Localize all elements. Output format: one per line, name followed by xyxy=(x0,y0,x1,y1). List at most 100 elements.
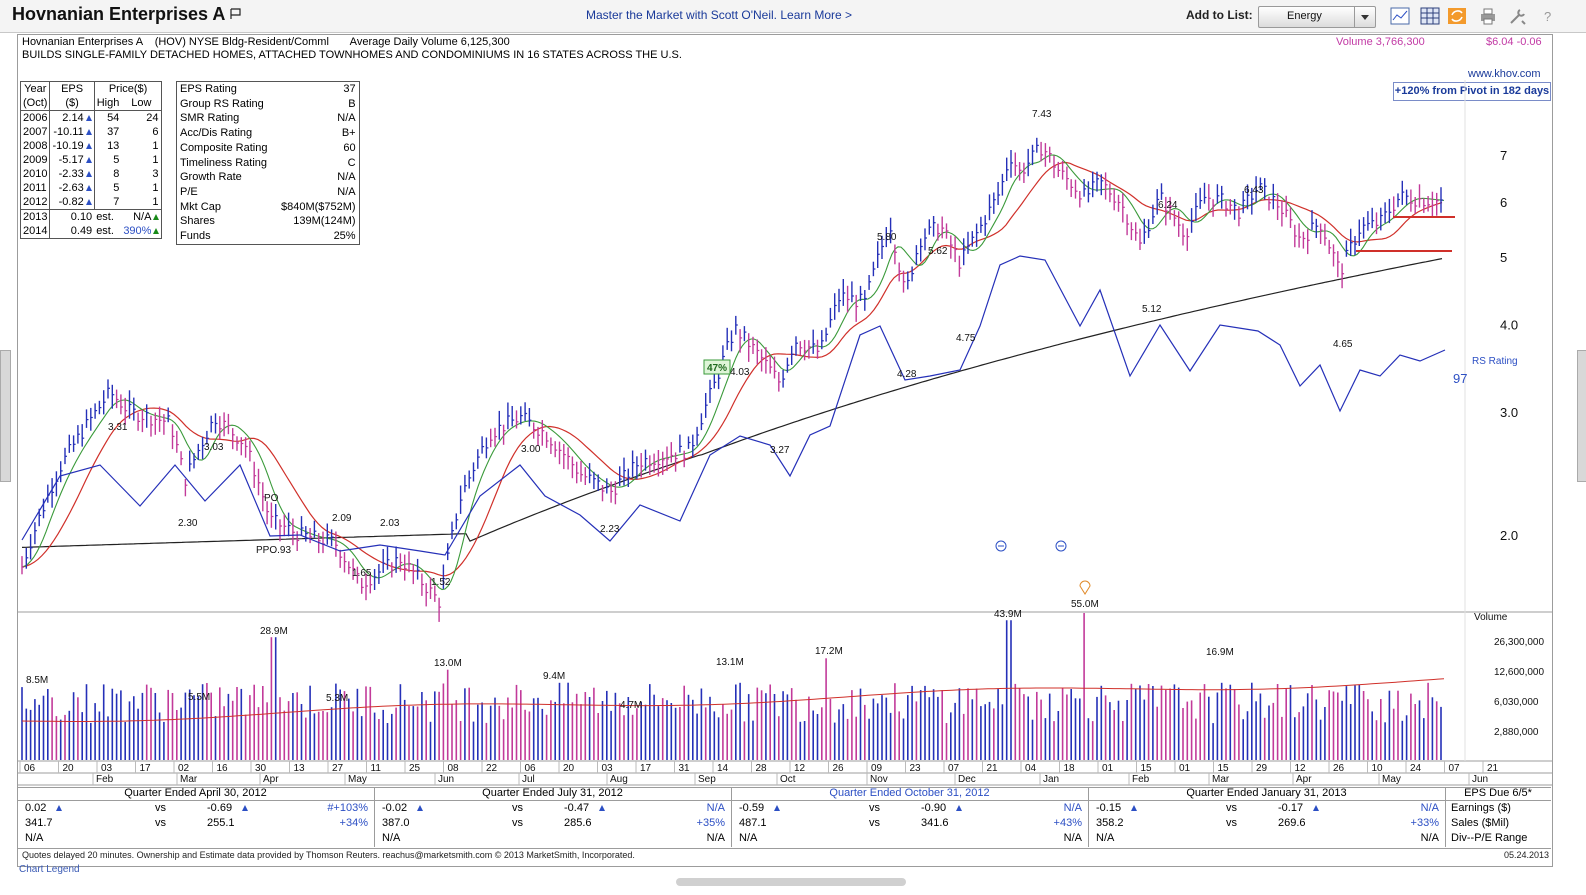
rating-label: Composite Rating xyxy=(180,141,268,154)
left-panel-handle[interactable] xyxy=(0,350,11,482)
x-month-tick: Feb xyxy=(1132,774,1150,785)
eps-row: 2012 -0.82 7 1 xyxy=(21,195,162,210)
eps-value: -10.19 xyxy=(52,140,84,152)
rs-badge-box xyxy=(703,359,731,375)
list-select[interactable]: Energy xyxy=(1258,6,1376,28)
flag-icon[interactable] xyxy=(230,8,242,20)
quarter-eps-prev-cell: -0.47 xyxy=(564,802,606,814)
eps-value-cell: -0.82 xyxy=(49,195,95,210)
x-month-tick: Apr xyxy=(263,774,279,785)
price-axis-tick: 2.0 xyxy=(1500,528,1518,543)
eps-value-cell: -10.11 xyxy=(49,125,95,139)
x-day-tick: 24 xyxy=(1410,763,1422,774)
chart-legend-link[interactable]: Chart Legend xyxy=(19,864,80,875)
x-day-tick: 17 xyxy=(140,763,152,774)
x-day-tick: 30 xyxy=(255,763,267,774)
price-low: 1 xyxy=(152,182,159,194)
arrow-up-icon xyxy=(85,185,92,192)
x-day-tick: 09 xyxy=(871,763,883,774)
x-month-tick: May xyxy=(348,774,367,785)
quarter-eps-change: N/A xyxy=(706,802,725,814)
eps-row: 2010 -2.33 8 3 xyxy=(21,167,162,181)
x-day-tick: 29 xyxy=(1256,763,1268,774)
volume-annotation: 28.9M xyxy=(260,626,288,637)
eps-year: 2006 xyxy=(23,112,48,124)
quarter-eps-current: -0.02 xyxy=(382,802,408,814)
vs-label: vs xyxy=(1226,817,1237,829)
col-high: High xyxy=(93,96,122,111)
est-pct: N/A xyxy=(133,211,152,223)
help-icon[interactable]: ? xyxy=(1538,6,1558,26)
add-to-list-label: Add to List: xyxy=(1186,8,1253,22)
promo-link[interactable]: Master the Market with Scott O'Neil. Lea… xyxy=(586,8,853,22)
dividend-icon xyxy=(1055,540,1067,552)
price-low: 6 xyxy=(152,126,159,138)
price-annotation: 3.27 xyxy=(770,445,790,456)
price-low: 24 xyxy=(146,112,159,124)
eps-value: 2.14 xyxy=(62,112,84,124)
eps-value-cell: -2.33 xyxy=(49,167,95,181)
x-day-tick: 02 xyxy=(178,763,190,774)
volume-annotation: 17.2M xyxy=(815,646,843,657)
quarter-sales-current: 487.1 xyxy=(739,817,767,829)
pivot-badge: +120% from Pivot in 182 days xyxy=(1393,82,1551,101)
svg-text:?: ? xyxy=(1544,9,1551,24)
rating-row: EPS Rating 37 xyxy=(177,82,360,97)
eps-row: 2009 -5.17 5 1 xyxy=(21,153,162,167)
x-month-tick: Feb xyxy=(96,774,114,785)
quarter-eps-change: #+103% xyxy=(327,802,368,814)
rating-value: N/A xyxy=(337,112,356,125)
x-day-tick: 07 xyxy=(948,763,960,774)
x-day-tick: 21 xyxy=(987,763,999,774)
x-day-tick: 26 xyxy=(833,763,845,774)
rating-label: EPS Rating xyxy=(180,83,237,95)
price-annotation: 7.43 xyxy=(1032,109,1052,120)
x-month-tick: Jan xyxy=(1043,774,1059,785)
price-axis-tick: 6 xyxy=(1500,195,1507,210)
grid-icon[interactable] xyxy=(1420,6,1440,26)
arrow-up-icon xyxy=(153,214,160,221)
quarter-side: EPS Due 6/5* Earnings ($) Sales ($Mil) D… xyxy=(1445,787,1551,847)
price-annotation: 5.12 xyxy=(1142,304,1162,315)
est-pct-cell: N/A xyxy=(121,210,162,225)
x-month-tick: Sep xyxy=(698,774,716,785)
print-icon[interactable] xyxy=(1478,6,1498,26)
price-high: 5 xyxy=(93,153,122,167)
right-panel-handle[interactable] xyxy=(1577,350,1586,482)
rating-label: Group RS Rating xyxy=(180,97,264,110)
volume-axis-tick: 12,600,000 xyxy=(1494,667,1544,678)
horizontal-scrollbar[interactable] xyxy=(676,878,906,886)
price-annotation: 6.24 xyxy=(1158,200,1178,211)
volume-annotation: 8.5M xyxy=(26,675,48,686)
quarter-div-na: N/A xyxy=(382,832,401,844)
chevron-down-icon[interactable] xyxy=(1354,7,1375,27)
price-annotation: 3.31 xyxy=(108,422,128,433)
price-axis-tick: 7 xyxy=(1500,148,1507,163)
rating-value: N/A xyxy=(337,171,356,184)
tools-icon[interactable] xyxy=(1508,6,1528,26)
arrow-up-icon xyxy=(956,805,963,812)
col-low: Low xyxy=(131,97,152,109)
price-high: 13 xyxy=(93,139,122,153)
price-annotation: 5.80 xyxy=(877,232,897,243)
rating-label: SMR Rating xyxy=(180,112,240,125)
x-day-tick: 20 xyxy=(563,763,575,774)
vs-label: vs xyxy=(512,802,523,814)
eps-year: 2010 xyxy=(23,168,48,180)
rating-value: B+ xyxy=(341,127,356,140)
quarter-eps-prev: -0.47 xyxy=(564,802,590,814)
refresh-icon[interactable] xyxy=(1447,6,1467,26)
eps-year: 2008 xyxy=(23,140,48,152)
company-website-link[interactable]: www.khov.com xyxy=(1468,68,1541,80)
eps-value-cell: -2.63 xyxy=(49,181,95,195)
x-day-tick: 11 xyxy=(371,763,382,774)
rating-row: Growth Rate N/A xyxy=(177,170,360,185)
est-pct: 390% xyxy=(123,225,152,237)
line-chart-icon[interactable] xyxy=(1390,6,1410,26)
earnings-label: Earnings ($) xyxy=(1451,802,1511,814)
price-annotation: 2.23 xyxy=(600,524,620,535)
ma-10-week-line xyxy=(21,154,1445,591)
x-month-tick: Mar xyxy=(1212,774,1230,785)
eps-estimate-row: 2013 0.10 est. N/A xyxy=(20,209,162,225)
